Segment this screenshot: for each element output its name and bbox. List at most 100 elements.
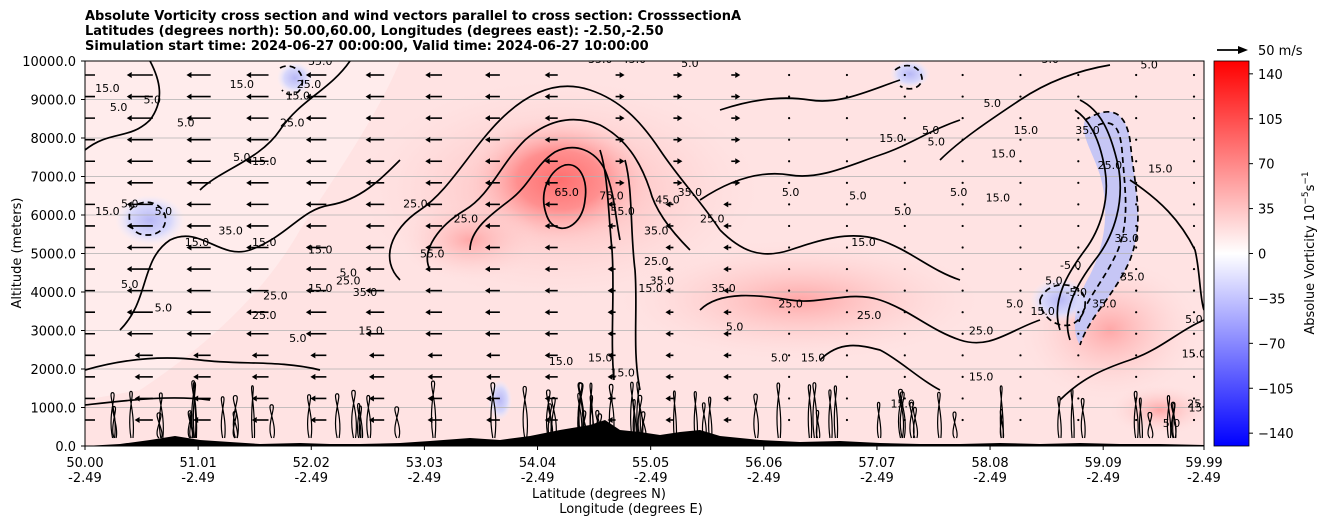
wind-vector: [961, 375, 964, 378]
x-tick-label-latitude: 53.03: [406, 456, 443, 471]
wind-vector: [1192, 73, 1196, 77]
contour-line: [1059, 319, 1204, 401]
contour-label: 5.0: [922, 124, 940, 137]
wind-vector: [961, 224, 964, 228]
wind-vector: [1192, 267, 1196, 271]
contour-label: 15.0: [986, 192, 1011, 205]
contour-line: [708, 396, 713, 439]
wind-vector: [1077, 181, 1080, 184]
wind-vector: [305, 201, 327, 208]
wind-vector: [425, 330, 443, 337]
wind-vector: [126, 309, 153, 316]
wind-vector: [193, 395, 211, 402]
wind-vector: [1135, 311, 1138, 314]
wind-vector: [845, 73, 849, 77]
wind-vector: [368, 395, 385, 402]
contour-label: 35.0: [588, 53, 613, 66]
colorbar-label-unit: s: [1303, 184, 1318, 191]
colorbar-tick-label: −35: [1258, 292, 1285, 307]
wind-vector: [961, 418, 964, 422]
x-tick-label-latitude: 59.09: [1085, 456, 1122, 471]
wind-vector: [1077, 203, 1080, 206]
contour-line: [269, 404, 276, 439]
wind-vector: [903, 117, 906, 120]
wind-vector: [246, 309, 269, 316]
colorbar-label-exp: −5: [1301, 191, 1311, 204]
y-tick-label: 5000.0: [31, 248, 77, 263]
x-tick-label-latitude: 58.08: [971, 456, 1008, 471]
wind-vector: [305, 93, 327, 100]
contour-label: 15.0: [969, 371, 994, 384]
wind-vector: [673, 72, 683, 78]
contour-line: [693, 390, 699, 439]
wind-vector: [365, 222, 385, 229]
contour-line: [909, 401, 915, 439]
contour-line: [85, 357, 321, 371]
wind-vector: [1077, 289, 1080, 292]
wind-vector: [186, 244, 211, 251]
wind-vector: [1019, 354, 1022, 357]
x-tick-label-latitude: 59.99: [1185, 456, 1222, 471]
wind-vector: [484, 244, 500, 251]
wind-vector: [484, 136, 500, 143]
wind-vector: [903, 397, 906, 400]
wind-vector: [186, 136, 211, 143]
wind-vector: [903, 95, 906, 98]
wind-vector: [1135, 418, 1138, 422]
contour-label: 5.0: [155, 301, 173, 314]
wind-vector: [903, 246, 906, 249]
colorbar-tick-label: −70: [1258, 337, 1285, 352]
wind-vector: [1077, 375, 1080, 378]
wind-vector: [1135, 332, 1138, 335]
wind-vector: [85, 354, 95, 357]
colorbar-label: Absolue Vorticity 10−5s−1: [1301, 171, 1318, 334]
wind-vector: [544, 287, 558, 294]
contour-label: 5.0: [726, 321, 744, 334]
contour-line: [542, 163, 587, 230]
contour-label: 5.0: [233, 151, 251, 164]
x-tick-label-latitude: 51.01: [180, 456, 217, 471]
wind-vector: [788, 289, 791, 292]
vorticity-surface-positive: [1110, 385, 1204, 435]
wind-vector: [665, 287, 674, 294]
wind-vector: [1019, 289, 1022, 292]
wind-vector: [85, 311, 95, 313]
contour-line: [307, 394, 313, 439]
wind-vector: [845, 397, 849, 400]
wind-vector: [425, 266, 443, 273]
y-tick-label: 8000.0: [31, 132, 77, 147]
wind-vector: [903, 375, 906, 378]
wind-vector: [484, 266, 500, 273]
wind-vector: [126, 244, 153, 251]
x-tick-label-longitude: -2.49: [860, 471, 894, 486]
wind-vector: [251, 417, 269, 423]
contour-label: 15.0: [991, 147, 1016, 160]
wind-vector: [368, 352, 385, 359]
wind-vector: [845, 354, 849, 357]
wind-vector: [365, 158, 385, 165]
wind-vector: [1192, 181, 1196, 184]
wind-vector: [310, 352, 327, 359]
wind-vector: [903, 160, 906, 163]
contour-line: [351, 389, 357, 439]
contour-label: 35.0: [308, 55, 333, 68]
wind-vector: [251, 395, 269, 402]
wind-vector: [673, 136, 683, 143]
wind-vector: [544, 115, 558, 122]
x-axis-title-longitude: Longitude (degrees E): [559, 502, 703, 517]
wind-vector: [484, 115, 500, 122]
contour-line: [899, 391, 906, 439]
contour-label: 35.0: [218, 224, 243, 237]
wind-vector: [544, 244, 558, 251]
contour-line: [636, 381, 641, 439]
y-tick-label: 4000.0: [31, 286, 77, 301]
wind-vector: [425, 136, 443, 143]
contour-label: 15.0: [1182, 347, 1207, 360]
wind-vector: [246, 201, 269, 208]
contour-label: 55.0: [610, 205, 635, 218]
y-tick-label: 9000.0: [31, 94, 77, 109]
wind-vector: [246, 222, 269, 229]
wind-vector: [365, 287, 385, 294]
wind-vector: [607, 352, 616, 359]
wind-vector: [1192, 354, 1196, 357]
